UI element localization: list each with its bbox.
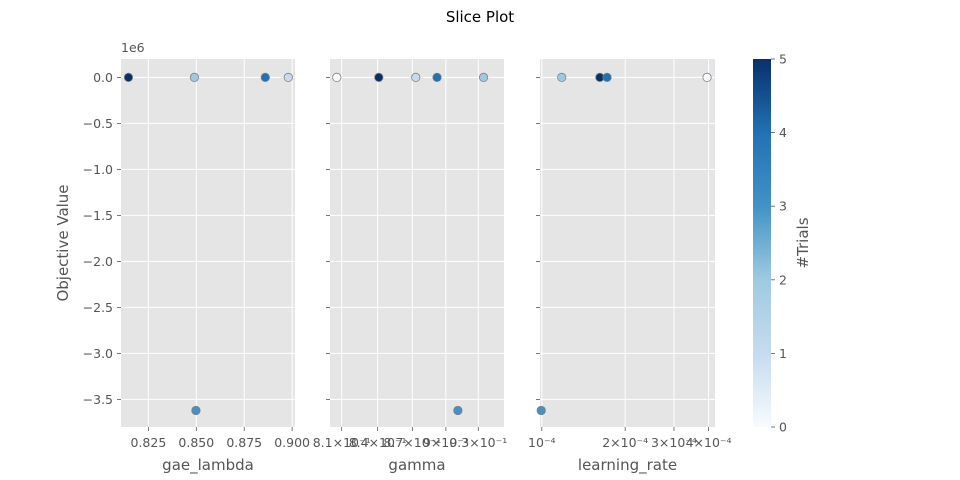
data-point [432, 72, 442, 83]
x-tick-label: 2×10⁻⁴ [602, 435, 648, 450]
panel-background [540, 59, 715, 427]
x-tick-label: 10⁻⁴ [528, 435, 556, 450]
x-tick-label: 3×10⁻⁴ [651, 435, 697, 450]
y-tick-label: −3.0 [83, 346, 113, 361]
x-tick-label: 8.4×10⁻¹ [349, 435, 407, 450]
x-tick-label: 9×10⁻¹ [423, 435, 469, 450]
x-tick-label: 0.875 [226, 435, 262, 450]
x-tick-label: 8.1×10⁻¹ [313, 435, 371, 450]
colorbar-tick-label: 1 [779, 346, 787, 361]
panels-group: 0.0 −0.5 −1.0 −1.5 −2.0 −2.5 −3.0 −3.5 0.825 0.85… [83, 59, 732, 475]
colorbar-label: #Trials [794, 217, 812, 268]
x-axis-label-gae_lambda: gae_lambda [162, 456, 254, 475]
data-point [602, 72, 612, 83]
data-point [411, 72, 421, 83]
colorbar-tick-label: 2 [779, 272, 787, 287]
data-point [191, 405, 201, 416]
data-point [123, 72, 134, 83]
x-axis-label-learning_rate: learning_rate [578, 456, 677, 475]
colorbar: 0 1 2 3 4 5 #Trials [753, 52, 812, 435]
panel-gae_lambda: 0.0 −0.5 −1.0 −1.5 −2.0 −2.5 −3.0 −3.5 0.825 0.85… [83, 59, 310, 475]
x-axis-label-gamma: gamma [388, 456, 445, 474]
data-point [260, 72, 270, 83]
panel-background [121, 59, 295, 427]
y-tick-label: 0.0 [93, 70, 113, 85]
y-offset-label: 1e6 [121, 40, 145, 55]
data-point [332, 72, 342, 83]
x-tick-label: 4×10⁻⁴ [686, 435, 732, 450]
data-point [189, 72, 199, 83]
x-tick-label: 0.900 [274, 435, 310, 450]
y-tick-label: −0.5 [83, 116, 113, 131]
y-tick-label: −1.0 [83, 162, 113, 177]
x-tick-label: 8.7×10⁻¹ [383, 435, 441, 450]
data-point [536, 405, 546, 416]
colorbar-tick-label: 4 [779, 125, 787, 140]
data-point [453, 405, 463, 416]
y-axis-label: Objective Value [54, 184, 72, 301]
panel-gamma: 8.1×10⁻¹8.4×10⁻¹8.7×10⁻¹9×10⁻¹9.3×10⁻¹ ga… [313, 59, 507, 474]
y-tick-label: −2.5 [83, 300, 113, 315]
data-point [557, 72, 567, 83]
colorbar-tick-label: 0 [779, 420, 787, 435]
colorbar-gradient [753, 59, 771, 427]
y-tick-label: −3.5 [83, 392, 113, 407]
x-tick-label: 0.850 [178, 435, 214, 450]
panel-learning_rate: 10⁻⁴ 2×10⁻⁴ 3×10⁻⁴4×10⁻⁴ learning_rate [528, 59, 732, 475]
data-point [374, 72, 384, 83]
y-tick-label: −1.5 [83, 208, 113, 223]
x-tick-label: 9.3×10⁻¹ [449, 435, 507, 450]
y-tick-label: −2.0 [83, 254, 113, 269]
data-point [478, 72, 489, 83]
data-point [702, 72, 712, 83]
chart-title: Slice Plot [446, 8, 514, 26]
panel-background [330, 59, 504, 427]
x-tick-label: 0.825 [131, 435, 167, 450]
colorbar-tick-label: 3 [779, 199, 787, 214]
data-point [283, 72, 293, 83]
colorbar-tick-label: 5 [779, 52, 787, 67]
